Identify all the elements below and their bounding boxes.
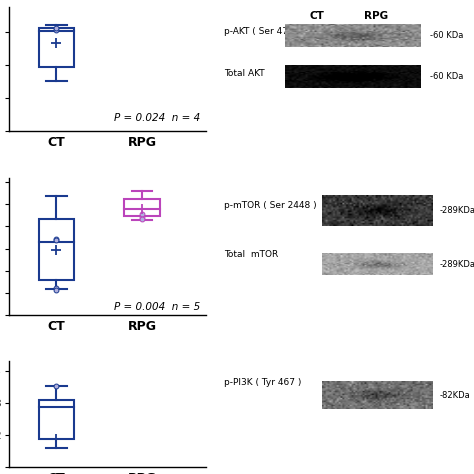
Text: P = 0.004  n = 5: P = 0.004 n = 5: [114, 302, 200, 312]
Text: p-AKT ( Ser 473 ): p-AKT ( Ser 473 ): [224, 27, 300, 36]
Bar: [38, 400, 74, 439]
Text: Total AKT: Total AKT: [224, 69, 264, 78]
Bar: [38, 28, 74, 67]
Text: -60 KDa: -60 KDa: [430, 72, 464, 81]
Text: -60 KDa: -60 KDa: [430, 31, 464, 40]
Text: CT: CT: [310, 11, 324, 21]
Text: Total  mTOR: Total mTOR: [224, 250, 278, 259]
Text: -289KDa: -289KDa: [440, 260, 474, 269]
Text: p-mTOR ( Ser 2448 ): p-mTOR ( Ser 2448 ): [224, 201, 316, 210]
Text: p-PI3K ( Tyr 467 ): p-PI3K ( Tyr 467 ): [224, 378, 301, 387]
Text: P = 0.024  n = 4: P = 0.024 n = 4: [114, 113, 200, 123]
Text: -82KDa: -82KDa: [440, 391, 471, 400]
Text: RPG: RPG: [364, 11, 388, 21]
Bar: [124, 199, 160, 216]
Bar: [38, 219, 74, 280]
Text: -289KDa: -289KDa: [440, 206, 474, 215]
